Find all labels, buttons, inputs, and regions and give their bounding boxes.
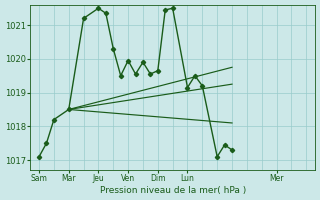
X-axis label: Pression niveau de la mer( hPa ): Pression niveau de la mer( hPa ) xyxy=(100,186,246,195)
